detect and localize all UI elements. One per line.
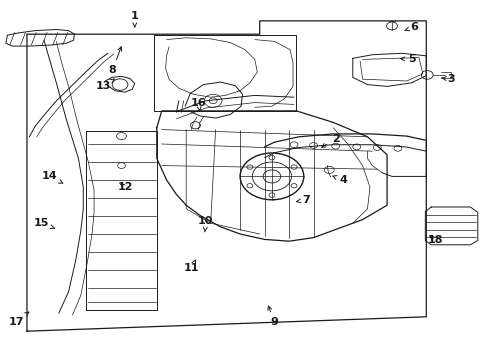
Text: 3: 3 [441, 74, 455, 84]
Text: 18: 18 [427, 235, 443, 246]
Text: 13: 13 [95, 79, 114, 91]
Text: 2: 2 [322, 134, 340, 147]
Text: 14: 14 [41, 171, 63, 183]
Text: 8: 8 [109, 47, 122, 75]
Text: 7: 7 [296, 195, 310, 205]
Text: 6: 6 [405, 22, 418, 32]
Text: 10: 10 [198, 216, 214, 232]
Text: 16: 16 [191, 98, 206, 111]
Text: 15: 15 [34, 218, 55, 229]
Text: 12: 12 [117, 182, 133, 192]
Text: 5: 5 [401, 54, 416, 64]
Text: 4: 4 [333, 175, 347, 185]
Text: 1: 1 [131, 11, 139, 27]
Text: 17: 17 [8, 312, 29, 327]
Text: 9: 9 [268, 306, 278, 327]
Text: 11: 11 [183, 260, 199, 273]
